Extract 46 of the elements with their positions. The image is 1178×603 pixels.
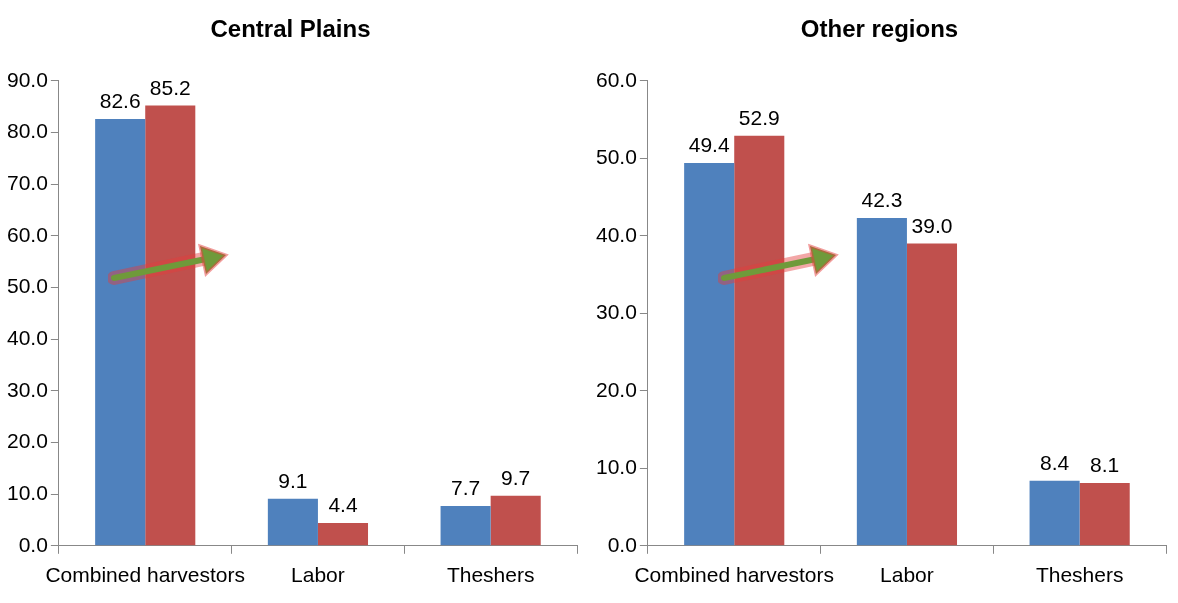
bar (684, 162, 735, 546)
bar (856, 217, 907, 546)
y-tick-label: 50.0 (7, 274, 48, 298)
x-tick-label: Theshers (446, 563, 535, 587)
bar (440, 506, 491, 546)
x-tick-label: Combined harvestors (45, 563, 246, 587)
data-label: 39.0 (911, 213, 953, 237)
y-tick-label: 80.0 (7, 119, 48, 143)
x-tick-label: Combined harvestors (634, 563, 835, 587)
data-label: 9.7 (501, 465, 531, 489)
data-label: 4.4 (328, 493, 358, 517)
data-label: 8.1 (1090, 453, 1120, 477)
bar (490, 495, 541, 546)
data-label: 42.3 (861, 188, 903, 212)
bar (1079, 483, 1130, 546)
y-tick-label: 30.0 (7, 377, 48, 401)
chart-title: Central Plains (210, 15, 371, 43)
x-tick-label: Theshers (1035, 563, 1124, 587)
data-label: 82.6 (99, 89, 141, 113)
y-tick-label: 90.0 (7, 67, 48, 91)
y-tick-label: 20.0 (596, 377, 637, 401)
data-label: 7.7 (451, 476, 481, 500)
data-label: 49.4 (688, 133, 730, 157)
bar (267, 498, 318, 546)
y-tick-label: 20.0 (7, 429, 48, 453)
bar (317, 523, 369, 546)
data-label: 52.9 (738, 106, 780, 130)
y-tick-label: 0.0 (607, 532, 637, 556)
chart-title: Other regions (800, 15, 959, 43)
y-tick-label: 40.0 (596, 222, 637, 246)
y-tick-label: 40.0 (7, 325, 48, 349)
y-tick-label: 10.0 (7, 480, 48, 504)
x-tick-label: Labor (291, 563, 345, 587)
data-label: 9.1 (278, 469, 308, 493)
data-label: 85.2 (149, 75, 191, 99)
bar (906, 243, 958, 546)
bar (1029, 480, 1080, 546)
y-tick-label: 60.0 (596, 67, 637, 91)
y-tick-label: 10.0 (596, 455, 637, 479)
y-tick-label: 70.0 (7, 170, 48, 194)
y-tick-label: 50.0 (596, 145, 637, 169)
y-tick-label: 60.0 (7, 222, 48, 246)
y-tick-label: 30.0 (596, 300, 637, 324)
data-label: 8.4 (1040, 451, 1070, 474)
y-tick-label: 0.0 (18, 532, 48, 556)
x-tick-label: Labor (880, 563, 934, 587)
